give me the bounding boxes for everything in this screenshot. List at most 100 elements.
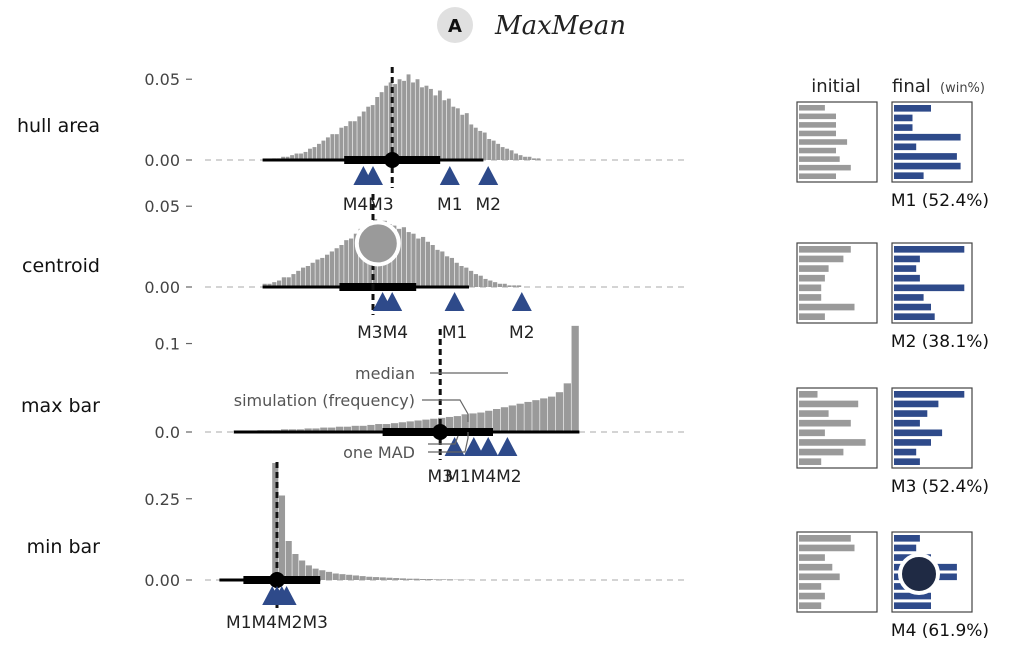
row-centroid: centroid 0.05 0.00 M3M4 M1 M2 M2 (38.1%) bbox=[22, 194, 989, 352]
hist-bar bbox=[509, 150, 514, 160]
thumb-initial-frame bbox=[796, 242, 878, 324]
hist-bar bbox=[496, 143, 501, 160]
hist-bar bbox=[319, 570, 326, 580]
hist-bar bbox=[493, 282, 498, 287]
hist-bar bbox=[500, 147, 505, 160]
hist-bar bbox=[469, 413, 477, 432]
hist-bar bbox=[497, 283, 502, 287]
hist-bar bbox=[547, 396, 556, 432]
hist-bar bbox=[483, 278, 488, 287]
hist-bar bbox=[343, 126, 348, 160]
hist-bar bbox=[373, 577, 380, 580]
hist-bar bbox=[272, 282, 277, 287]
hist-bar bbox=[262, 283, 267, 287]
thumb-final-frame bbox=[891, 387, 973, 469]
thumb-final-bar bbox=[894, 153, 957, 160]
row-label: max bar bbox=[21, 395, 100, 417]
hist-bar bbox=[312, 428, 320, 432]
marker-triangle-M3 bbox=[276, 586, 297, 605]
hist-bar bbox=[384, 85, 389, 160]
hist-bar bbox=[325, 254, 330, 287]
hist-bar bbox=[375, 424, 383, 432]
thumb-final-bar bbox=[894, 391, 965, 398]
hist-bar bbox=[359, 425, 367, 432]
y-tick-label: 0.00 bbox=[144, 571, 180, 590]
hist-bar bbox=[518, 155, 523, 160]
median-dot bbox=[269, 572, 285, 588]
y-tick-label: 0.05 bbox=[144, 197, 180, 216]
thumb-final-bar bbox=[894, 592, 931, 600]
hist-bar bbox=[334, 134, 339, 160]
thumb-final-bar bbox=[894, 544, 917, 552]
hist-bar bbox=[328, 427, 336, 432]
hist-bar bbox=[402, 80, 406, 160]
thumb-final-bar bbox=[894, 303, 931, 311]
thumb-initial-frame bbox=[796, 531, 878, 613]
thumb-final-bar bbox=[894, 284, 965, 292]
marker-triangle-M2 bbox=[511, 292, 532, 311]
hist-bar bbox=[361, 111, 366, 160]
hist-bar bbox=[291, 274, 296, 287]
thumb-initial-bar bbox=[799, 535, 851, 542]
hist-bar bbox=[317, 143, 321, 160]
thumb-final-bar bbox=[894, 124, 913, 131]
hist-bar bbox=[449, 257, 454, 287]
annotation-mad-label: one MAD bbox=[343, 443, 415, 462]
hist-bar bbox=[411, 233, 416, 287]
hist-bar bbox=[359, 576, 366, 580]
hist-bar bbox=[500, 407, 509, 432]
marker-label: M4M3 bbox=[343, 195, 394, 215]
y-tick-label: 0.00 bbox=[144, 151, 180, 170]
hist-bar bbox=[329, 251, 334, 287]
thumb-final-bar bbox=[894, 439, 931, 446]
hist-bar bbox=[334, 248, 339, 287]
hist-bar bbox=[440, 579, 447, 580]
hist-bar bbox=[320, 257, 325, 287]
hist-bar bbox=[508, 405, 516, 432]
hist-bar bbox=[312, 147, 317, 160]
hist-bar bbox=[339, 245, 344, 287]
hist-bar bbox=[351, 425, 359, 432]
thumb-initial-bar bbox=[799, 592, 825, 600]
hist-bar bbox=[446, 98, 451, 160]
thumb-final-bar bbox=[894, 143, 917, 151]
y-tick-label: 0.1 bbox=[155, 335, 180, 354]
thumb-final-bar bbox=[894, 429, 943, 437]
thumb-initial-bar bbox=[799, 156, 840, 162]
hist-bar bbox=[406, 232, 411, 287]
hist-bar bbox=[445, 416, 454, 432]
thumb-initial-frame bbox=[796, 387, 878, 469]
hist-bar bbox=[393, 578, 400, 580]
row-hull-area: hull area 0.05 0.00 M4M3 M1 M2 M1 (52.4%) bbox=[17, 67, 989, 215]
thumb-initial-bar bbox=[799, 113, 836, 120]
hist-bar bbox=[399, 578, 406, 580]
hist-bar bbox=[413, 578, 420, 580]
hist-bar bbox=[277, 280, 282, 287]
thumb-initial-bar bbox=[799, 458, 822, 465]
hist-bar bbox=[285, 541, 292, 580]
hist-bar bbox=[398, 422, 406, 432]
hist-bar bbox=[406, 421, 414, 432]
hist-bar bbox=[397, 79, 402, 160]
result-label: M1 (52.4%) bbox=[891, 191, 989, 211]
thumb-initial-bar bbox=[799, 313, 825, 320]
thumb-header-initial: initial bbox=[811, 76, 861, 97]
hist-bar bbox=[487, 139, 492, 160]
thumb-final-bar bbox=[894, 400, 939, 408]
hist-bar bbox=[299, 153, 303, 160]
median-dot bbox=[432, 424, 449, 440]
thumb-initial-bar bbox=[799, 391, 818, 398]
marker-label: M2 bbox=[475, 195, 500, 215]
hist-bar bbox=[370, 105, 375, 160]
hist-bar bbox=[421, 236, 426, 287]
marker-triangle-M3 bbox=[444, 437, 465, 456]
hist-bar bbox=[540, 398, 548, 432]
thumb-initial-bar bbox=[799, 265, 829, 272]
hist-bar bbox=[301, 267, 306, 287]
hist-bar bbox=[514, 153, 518, 160]
hist-bar bbox=[445, 256, 450, 287]
thumb-initial-bar bbox=[799, 255, 844, 263]
row-label: centroid bbox=[22, 255, 100, 277]
